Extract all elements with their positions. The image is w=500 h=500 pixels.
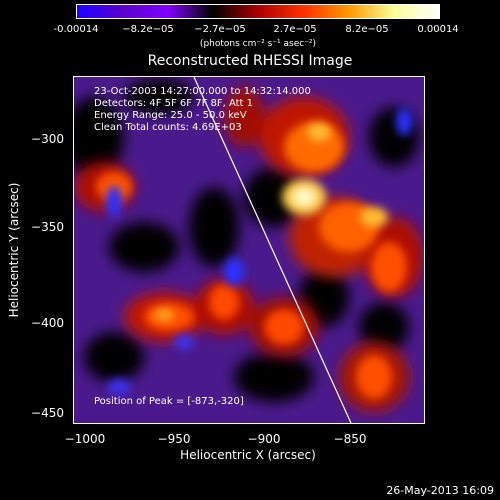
- peak-position-text: Position of Peak = [-873,-320]: [94, 396, 244, 407]
- y-tick-label: −350: [31, 220, 64, 234]
- solar-limb-line: [193, 77, 352, 423]
- colorbar-tick: 2.7e−05: [273, 24, 317, 35]
- colorbar-tick: 8.2e−05: [345, 24, 389, 35]
- colorbar-tick: −8.2e−05: [122, 24, 174, 35]
- y-tick-label: −300: [31, 132, 64, 146]
- colorbar: [76, 4, 440, 19]
- colorbar-units-label: (photons cm⁻² s⁻¹ asec⁻²): [199, 39, 317, 49]
- x-tick-label: −850: [333, 432, 367, 446]
- colorbar-tick: -0.00014: [53, 24, 99, 35]
- y-tick-label: −400: [31, 316, 64, 330]
- colorbar-tick: −2.7e−05: [194, 24, 246, 35]
- time-range-text: 23-Oct-2003 14:27:00.000 to 14:32:14.000: [94, 86, 311, 97]
- emission-blobs-blue: [106, 108, 412, 395]
- date-stamp: 26-May-2013 16:09: [386, 484, 494, 497]
- x-tick-label: −900: [247, 432, 281, 446]
- rhessi-image-plot: [73, 76, 425, 424]
- y-axis-label: Heliocentric Y (arcsec): [7, 182, 21, 318]
- x-axis-label: Heliocentric X (arcsec): [180, 448, 316, 462]
- clean-counts-text: Clean Total counts: 4.69E+03: [94, 122, 242, 133]
- colorbar-tick: 0.00014: [417, 24, 459, 35]
- rhessi-image-map: [74, 77, 424, 423]
- detectors-text: Detectors: 4F 5F 6F 7F 8F, Att 1: [94, 98, 254, 109]
- x-tick-label: −950: [157, 432, 191, 446]
- y-tick-label: −450: [31, 406, 64, 420]
- image-title: Reconstructed RHESSI Image: [147, 53, 353, 69]
- x-tick-label: −1000: [64, 432, 106, 446]
- emission-blobs-bright: [154, 123, 388, 321]
- energy-range-text: Energy Range: 25.0 - 50.0 keV: [94, 110, 247, 121]
